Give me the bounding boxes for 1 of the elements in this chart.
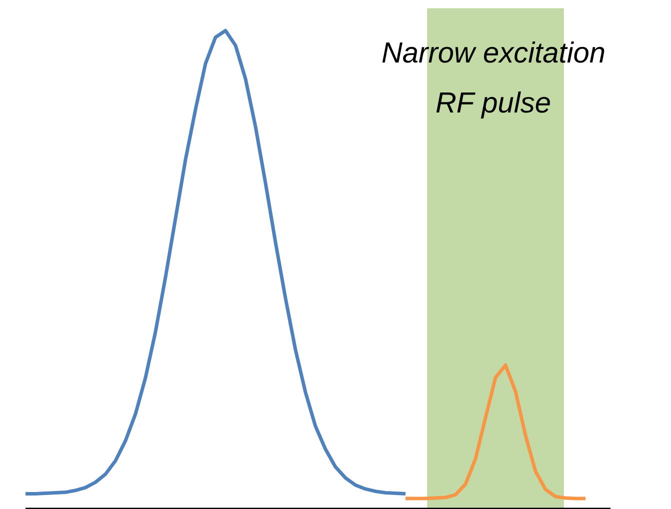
annotation: Narrow excitation RF pulse [381,38,606,120]
